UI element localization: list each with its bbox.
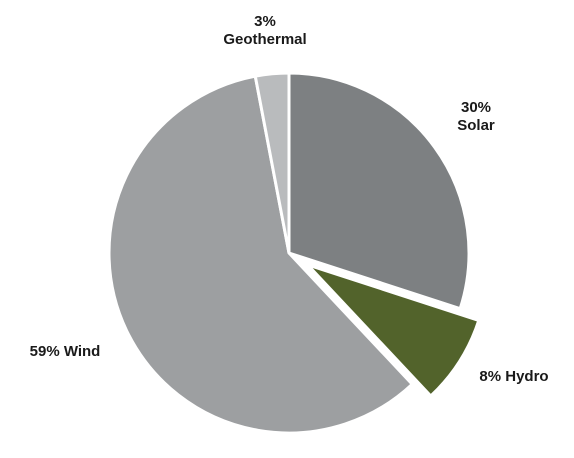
pie-slice-wind (107, 74, 414, 435)
slice-label-line: 59% Wind (30, 343, 101, 360)
labels-layer: 30% Solar 8% Hydro 59% Wind 3% Geothermal (30, 13, 549, 385)
pie-slice-geothermal (253, 71, 291, 255)
slice-label-wind: 59% Wind (30, 343, 101, 360)
slice-label-solar: 30% Solar (457, 99, 495, 134)
slice-label-geothermal: 3% Geothermal (223, 13, 306, 48)
slice-label-line: 30% (461, 99, 491, 116)
slice-label-line: Geothermal (223, 31, 306, 48)
slice-label-hydro: 8% Hydro (479, 368, 548, 385)
pie-slice-solar (287, 71, 471, 311)
slice-label-line: Solar (457, 117, 495, 134)
slice-label-line: 8% Hydro (479, 368, 548, 385)
slice-label-line: 3% (254, 13, 276, 30)
slices-layer (107, 71, 481, 435)
pie-slice-hydro (306, 263, 481, 398)
